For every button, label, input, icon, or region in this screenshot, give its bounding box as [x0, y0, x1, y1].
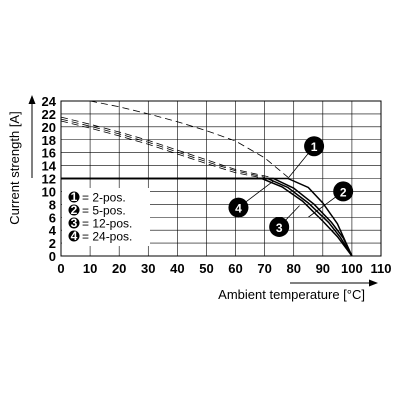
legend-marker-number: 1	[71, 190, 78, 204]
legend-marker-1	[68, 191, 80, 203]
axes	[60, 100, 382, 257]
legend-marker-number: 2	[71, 203, 78, 217]
dashed-curve	[60, 120, 259, 178]
x-tick-label: 70	[257, 261, 271, 276]
legend-label: = 2-pos.	[82, 191, 126, 205]
legend-label: = 24-pos.	[82, 230, 132, 244]
y-axis-label: Current strength [A]	[7, 111, 22, 224]
y-tick-label: 24	[42, 94, 57, 109]
legend: 1 = 2-pos. 2 = 5-pos. 3 = 12-pos. 4 = 24-pos.	[62, 188, 150, 246]
x-axis-arrowhead	[369, 279, 378, 287]
callout-number: 1	[311, 140, 318, 154]
x-axis-label: Ambient temperature [°C]	[218, 287, 365, 302]
y-tick-label: 0	[49, 249, 56, 264]
y-tick-label: 8	[49, 197, 56, 212]
series-group	[60, 100, 353, 257]
legend-marker-number: 3	[71, 216, 78, 230]
y-axis-arrowhead	[28, 95, 36, 104]
legend-marker-3	[68, 217, 80, 229]
tick-labels: 0 10 20 30 40 50 60 70 80 90 100 110024681012141618…	[42, 94, 392, 276]
legend-label: = 12-pos.	[82, 217, 132, 231]
y-tick-label: 14	[42, 159, 57, 174]
y-tick-label: 6	[49, 210, 56, 225]
y-tick-label: 2	[49, 236, 56, 251]
dashed-curve	[90, 100, 289, 178]
x-tick-label: 90	[316, 261, 330, 276]
legend-label: = 5-pos.	[82, 204, 126, 218]
x-tick-label: 50	[199, 261, 213, 276]
plot-frame	[60, 100, 382, 257]
y-tick-label: 10	[42, 184, 56, 199]
callout-number: 3	[276, 221, 283, 235]
x-tick-label: 80	[286, 261, 300, 276]
y-tick-label: 16	[42, 146, 56, 161]
dashed-curve	[60, 116, 271, 178]
callout-number: 4	[235, 202, 242, 216]
legend-marker-2	[68, 204, 80, 216]
series-line-4	[61, 177, 353, 257]
dashed-curve	[60, 118, 265, 178]
x-tick-label: 30	[141, 261, 155, 276]
y-tick-label: 12	[42, 172, 56, 187]
series-line-3	[61, 177, 353, 257]
y-tick-label: 20	[42, 120, 56, 135]
x-tick-label: 20	[112, 261, 126, 276]
y-tick-label: 22	[42, 107, 56, 122]
x-tick-label: 110	[371, 261, 392, 276]
callout-badge-2	[333, 181, 354, 202]
y-tick-label: 4	[49, 223, 57, 238]
x-tick-label: 0	[57, 261, 64, 276]
x-tick-label: 100	[341, 261, 363, 276]
x-tick-label: 40	[170, 261, 184, 276]
callouts: 1 2 4 3	[228, 136, 354, 237]
callout-badge-3	[269, 216, 290, 237]
callout-badge-1	[304, 136, 325, 157]
y-tick-label: 18	[42, 133, 56, 148]
legend-marker-4	[68, 230, 80, 242]
x-tick-label: 10	[83, 261, 97, 276]
x-tick-label: 60	[228, 261, 242, 276]
callout-number: 2	[340, 185, 347, 199]
callout-badge-4	[228, 197, 249, 218]
series-line-2	[61, 177, 353, 257]
legend-marker-number: 4	[71, 229, 78, 243]
